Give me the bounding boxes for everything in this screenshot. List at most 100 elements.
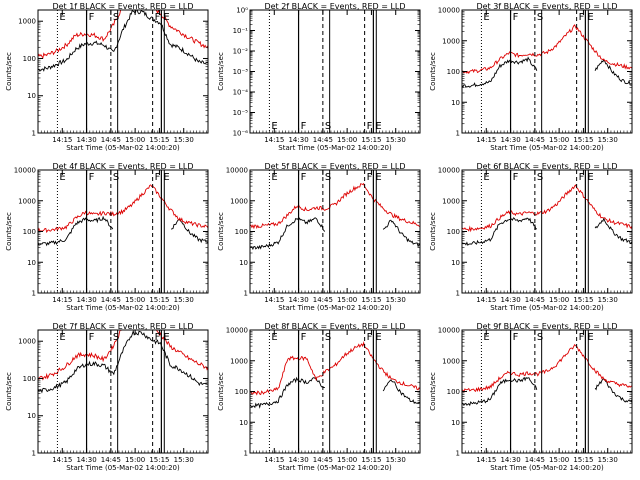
plot-frame xyxy=(461,329,633,454)
event-marker-label: S xyxy=(537,172,543,183)
lld-line xyxy=(462,343,632,393)
panel-title: Det 8f BLACK = Events, RED = LLD xyxy=(264,322,405,331)
event-marker-label: E xyxy=(587,12,593,23)
x-tick-label: 14:45 xyxy=(101,136,121,144)
y-tick-label: 10000 xyxy=(438,327,460,335)
x-tick-label: 14:45 xyxy=(313,456,333,464)
y-tick-label: 1000 xyxy=(442,197,460,205)
x-tick-label: 15:15 xyxy=(149,136,169,144)
event-marker-label: F xyxy=(301,332,307,343)
y-tick-label: 1 xyxy=(456,130,460,138)
x-axis-label: Start Time (05-Mar-02 14:00:20) xyxy=(278,304,392,312)
y-axis-label: Counts/sec xyxy=(429,212,437,251)
x-tick-label: 15:15 xyxy=(573,296,593,304)
x-tick-label: 15:00 xyxy=(337,296,357,304)
y-tick-label: 10⁻³ xyxy=(233,68,249,76)
x-axis-label: Start Time (05-Mar-02 14:00:20) xyxy=(278,464,392,472)
x-tick-label: 15:30 xyxy=(386,456,406,464)
y-axis-label: Counts/sec xyxy=(429,372,437,411)
y-tick-label: 100 xyxy=(23,228,36,236)
event-marker-label: S xyxy=(325,172,331,183)
y-axis-label: Counts/sec xyxy=(5,52,13,91)
y-tick-label: 100 xyxy=(447,388,460,396)
x-tick-label: 14:30 xyxy=(288,136,308,144)
y-tick-label: 100 xyxy=(447,68,460,76)
y-tick-label: 100 xyxy=(23,55,36,63)
panel-title: Det 7f BLACK = Events, RED = LLD xyxy=(52,322,193,331)
x-axis-label: Start Time (05-Mar-02 14:00:20) xyxy=(490,144,604,152)
plot-frame xyxy=(461,9,633,134)
event-marker-label: F xyxy=(155,332,161,343)
y-tick-label: 10 xyxy=(239,259,248,267)
panel-title: Det 3f BLACK = Events, RED = LLD xyxy=(476,2,617,11)
x-tick-label: 14:45 xyxy=(101,456,121,464)
x-tick-label: 14:30 xyxy=(76,136,96,144)
events-line xyxy=(38,10,208,72)
lld-line xyxy=(250,341,420,396)
x-tick-label: 15:00 xyxy=(337,136,357,144)
event-marker-label: F xyxy=(579,172,585,183)
y-axis-label: Counts/sec xyxy=(217,372,225,411)
event-marker-label: F xyxy=(89,172,95,183)
y-tick-label: 100 xyxy=(235,388,248,396)
x-tick-label: 14:45 xyxy=(313,136,333,144)
y-tick-label: 10 xyxy=(239,419,248,427)
x-tick-label: 14:30 xyxy=(76,296,96,304)
event-marker-label: S xyxy=(325,121,331,132)
event-marker-label: S xyxy=(113,12,119,23)
event-marker-label: E xyxy=(375,172,381,183)
x-tick-label: 14:15 xyxy=(264,136,284,144)
x-tick-label: 15:00 xyxy=(549,296,569,304)
lld-line xyxy=(38,330,208,381)
y-axis-label: Counts/sec xyxy=(429,52,437,91)
event-marker-label: F xyxy=(155,172,161,183)
y-tick-label: 10 xyxy=(27,259,36,267)
event-marker-label: F xyxy=(301,121,307,132)
x-tick-label: 14:45 xyxy=(525,296,545,304)
x-axis-label: Start Time (05-Mar-02 14:00:20) xyxy=(278,144,392,152)
event-marker-label: F xyxy=(155,12,161,23)
event-marker-label: F xyxy=(513,12,519,23)
y-tick-label: 10000 xyxy=(438,7,460,15)
y-tick-label: 1 xyxy=(244,290,248,298)
x-tick-label: 15:15 xyxy=(149,296,169,304)
y-tick-label: 100 xyxy=(447,228,460,236)
y-tick-label: 1 xyxy=(244,450,248,458)
plot-frame xyxy=(249,169,421,294)
event-marker-label: E xyxy=(163,12,169,23)
event-marker-label: E xyxy=(483,172,489,183)
x-tick-label: 14:45 xyxy=(525,456,545,464)
plot-area xyxy=(250,182,420,251)
events-line xyxy=(462,217,632,246)
x-tick-label: 14:30 xyxy=(500,456,520,464)
event-marker-label: S xyxy=(113,332,119,343)
y-axis-label: Counts/sec xyxy=(217,52,225,91)
x-tick-label: 15:15 xyxy=(573,136,593,144)
plot-area xyxy=(38,330,208,394)
x-tick-label: 14:15 xyxy=(52,296,72,304)
y-tick-label: 10 xyxy=(451,99,460,107)
lld-line xyxy=(462,24,632,75)
lld-line xyxy=(462,184,632,233)
y-axis-label: Counts/sec xyxy=(5,372,13,411)
x-tick-label: 14:15 xyxy=(476,456,496,464)
y-tick-label: 1000 xyxy=(18,338,36,346)
plot-frame xyxy=(37,9,209,134)
y-tick-label: 10 xyxy=(27,412,36,420)
event-marker-label: E xyxy=(271,172,277,183)
panel-title: Det 1f BLACK = Events, RED = LLD xyxy=(52,2,193,11)
panel-title: Det 6f BLACK = Events, RED = LLD xyxy=(476,162,617,171)
event-marker-label: F xyxy=(367,332,373,343)
x-tick-label: 15:15 xyxy=(361,456,381,464)
x-tick-label: 15:00 xyxy=(549,136,569,144)
plot-area xyxy=(38,184,208,247)
y-tick-label: 10⁻⁵ xyxy=(233,109,249,117)
y-tick-label: 100 xyxy=(23,375,36,383)
event-marker-label: E xyxy=(59,332,65,343)
event-marker-label: S xyxy=(113,172,119,183)
plot-area xyxy=(38,10,208,72)
x-tick-label: 14:15 xyxy=(264,456,284,464)
